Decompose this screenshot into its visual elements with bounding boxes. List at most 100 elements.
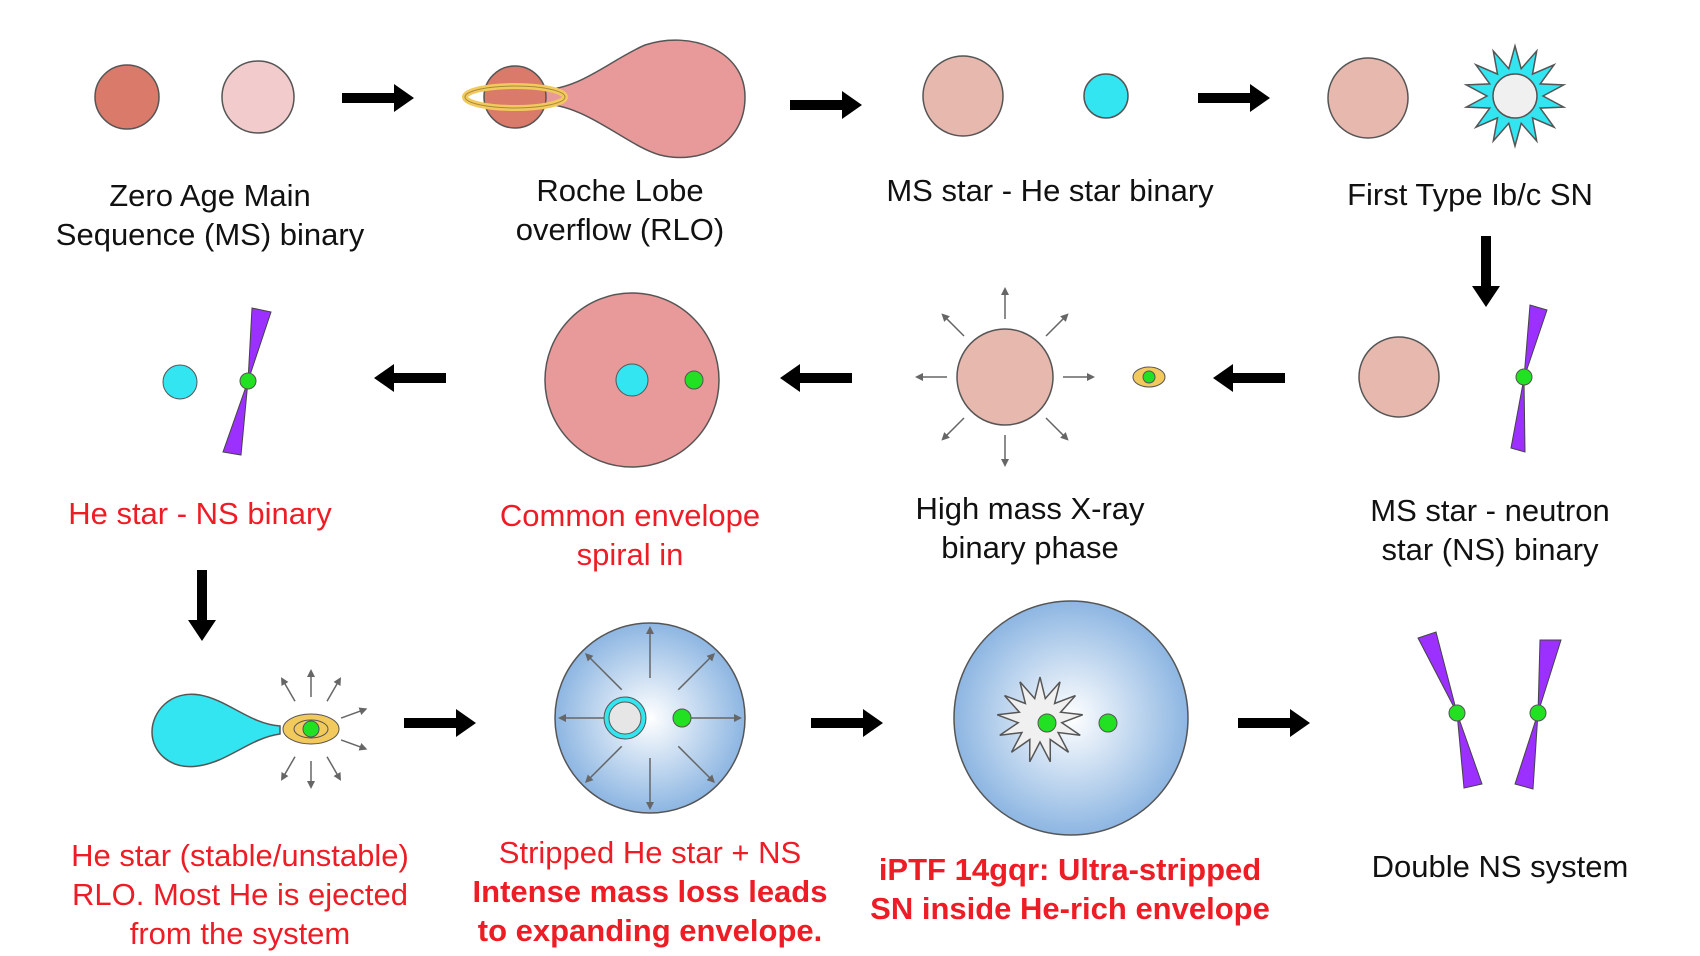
neutron-star: [1515, 368, 1533, 386]
he-star-rlo: [151, 669, 368, 789]
caption-line-bold: Intense mass loss leads: [472, 874, 828, 909]
arrow-right-icon: [1198, 84, 1270, 112]
caption-line: First Type Ib/c SN: [1347, 177, 1593, 212]
caption-common-envelope: Common envelope spiral in: [470, 496, 790, 574]
caption-stripped: Stripped He star + NS Intense mass loss …: [440, 833, 860, 950]
wind-arrow: [584, 745, 623, 784]
he-star: [162, 364, 198, 400]
arrow-right-icon: [790, 91, 862, 119]
wind-arrow: [1045, 417, 1069, 441]
he-star-roche-lobe: [151, 693, 281, 768]
caption-line: He star (stable/unstable): [71, 838, 409, 873]
wind-arrow: [677, 745, 716, 784]
caption-line: star (NS) binary: [1381, 532, 1599, 567]
wind-arrow: [326, 756, 342, 781]
neutron-star: [239, 372, 257, 390]
wind-arrow: [280, 756, 296, 781]
caption-line: MS star - He star binary: [886, 173, 1214, 208]
wind-arrow: [941, 313, 965, 337]
caption-line-bold: to expanding envelope.: [477, 913, 823, 948]
caption-line: overflow (RLO): [515, 212, 725, 247]
arrow-right-icon: [404, 709, 476, 737]
he-star: [615, 363, 649, 397]
donor-star: [483, 65, 547, 129]
caption-iptf: iPTF 14gqr: Ultra-stripped SN inside He-…: [860, 850, 1280, 928]
caption-line: MS star - neutron: [1370, 493, 1610, 528]
roche-lobe-envelope: [539, 39, 746, 159]
arrow-down-icon: [1472, 236, 1500, 307]
caption-line: RLO. Most He is ejected: [72, 877, 408, 912]
pulsar-icon: [1523, 304, 1548, 379]
wind-arrow-icon: [915, 287, 1095, 467]
ms-star-wind: [956, 328, 1054, 426]
caption-he-ns: He star - NS binary: [40, 494, 360, 533]
caption-line: iPTF 14gqr: Ultra-stripped: [878, 852, 1262, 887]
pulsar-beam: [1510, 377, 1526, 453]
pulsar-icon: [1537, 639, 1562, 714]
caption-line: SN inside He-rich envelope: [870, 891, 1270, 926]
pulsar-beam: [222, 380, 249, 456]
wind-arrow: [941, 417, 965, 441]
wind-arrow: [340, 707, 368, 719]
he-star: [1083, 73, 1129, 119]
wind-arrow: [584, 652, 623, 691]
neutron-star: [1037, 713, 1057, 733]
ms-star: [922, 55, 1004, 137]
caption-line: Sequence (MS) binary: [55, 217, 365, 252]
caption-rlo: Roche Lobe overflow (RLO): [460, 171, 780, 249]
caption-ms-he: MS star - He star binary: [860, 171, 1240, 210]
caption-line: Double NS system: [1371, 849, 1629, 884]
caption-line: He star - NS binary: [68, 496, 332, 531]
supernova-core: [1492, 73, 1538, 119]
arrow-left-icon: [780, 364, 852, 392]
caption-line: Zero Age Main: [109, 178, 311, 213]
ms-he-binary: [922, 55, 1129, 137]
arrow-down-icon: [188, 570, 216, 641]
arrow-right-icon: [811, 709, 883, 737]
double-ns: [1417, 631, 1562, 790]
pulsar-beam: [1456, 712, 1483, 789]
caption-line: binary phase: [941, 530, 1119, 565]
ms-star-secondary: [221, 60, 295, 134]
caption-ms-ns: MS star - neutron star (NS) binary: [1330, 491, 1650, 569]
wind-arrow-icon: [280, 669, 368, 789]
arrow-right-icon: [1238, 709, 1310, 737]
caption-line: Common envelope: [499, 498, 761, 533]
arrow-left-icon: [374, 364, 446, 392]
caption-line: Stripped He star + NS: [498, 835, 802, 870]
neutron-star: [672, 708, 692, 728]
wind-arrow: [280, 677, 296, 702]
neutron-star: [1098, 713, 1118, 733]
caption-line: High mass X-ray: [915, 491, 1145, 526]
neutron-star: [302, 720, 320, 738]
ms-ns-binary: [1358, 304, 1548, 453]
wind-arrow-icon: [558, 626, 742, 810]
roche-lobe-overflow: [462, 39, 746, 159]
common-envelope: [544, 292, 720, 468]
he-ns-binary: [162, 307, 272, 456]
caption-first-sn: First Type Ib/c SN: [1300, 175, 1640, 214]
ultra-stripped-sn: [953, 600, 1189, 836]
arrow-right-icon: [342, 84, 414, 112]
pulsar-icon: [1417, 631, 1458, 714]
pulsar-beam: [1514, 712, 1539, 790]
caption-zams: Zero Age Main Sequence (MS) binary: [30, 176, 390, 254]
neutron-star: [1142, 370, 1156, 384]
pulsar-icon: [247, 307, 272, 382]
caption-dns: Double NS system: [1340, 847, 1660, 886]
caption-line: Roche Lobe: [536, 173, 704, 208]
caption-line: spiral in: [576, 537, 684, 572]
wind-arrow: [326, 677, 342, 702]
caption-he-rlo: He star (stable/unstable) RLO. Most He i…: [30, 836, 450, 953]
caption-hmxb: High mass X-ray binary phase: [880, 489, 1180, 567]
caption-line: from the system: [129, 916, 351, 951]
ms-star: [1358, 336, 1440, 418]
neutron-star: [1448, 704, 1466, 722]
neutron-star: [1529, 704, 1547, 722]
stripped-he-star: [554, 622, 746, 814]
zams-binary: [94, 60, 295, 134]
wind-arrow: [340, 739, 368, 751]
ms-star-primary: [94, 64, 160, 130]
arrow-left-icon: [1213, 364, 1285, 392]
